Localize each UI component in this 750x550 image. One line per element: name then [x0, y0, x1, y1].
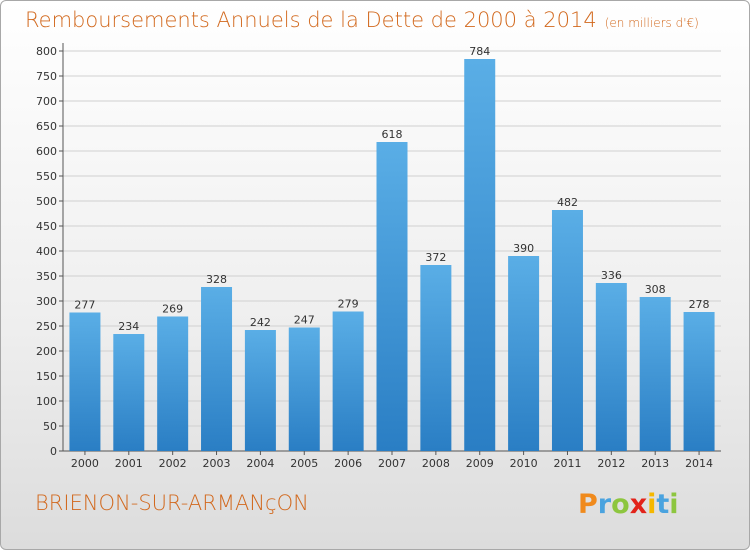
y-tick-label: 550: [36, 170, 57, 183]
value-label-2011: 482: [557, 196, 578, 209]
value-label-2008: 372: [425, 251, 446, 264]
x-tick-label-2001: 2001: [115, 457, 143, 470]
value-label-2003: 328: [206, 273, 227, 286]
city-name: BRIENON-SUR-ARMANçON: [35, 491, 309, 515]
chart-unit-note: (en milliers d'€): [604, 16, 699, 30]
x-tick-label-2002: 2002: [159, 457, 187, 470]
x-tick-label-2007: 2007: [378, 457, 406, 470]
y-tick-label: 250: [36, 320, 57, 333]
y-tick-label: 650: [36, 120, 57, 133]
bar-2014: [683, 312, 715, 451]
x-tick-label-2013: 2013: [641, 457, 669, 470]
x-tick-label-2014: 2014: [685, 457, 713, 470]
y-tick-label: 350: [36, 270, 57, 283]
x-tick-label-2010: 2010: [510, 457, 538, 470]
y-tick-label: 500: [36, 195, 57, 208]
y-tick-label: 700: [36, 95, 57, 108]
value-label-2009: 784: [469, 45, 490, 58]
value-label-2012: 336: [601, 269, 622, 282]
y-tick-label: 800: [36, 45, 57, 58]
x-tick-label-2000: 2000: [71, 457, 99, 470]
value-label-2004: 242: [250, 316, 271, 329]
x-tick-label-2008: 2008: [422, 457, 450, 470]
x-tick-label-2006: 2006: [334, 457, 362, 470]
value-label-2013: 308: [645, 283, 666, 296]
value-label-2007: 618: [382, 128, 403, 141]
value-labels: 277 234 269 328 242 247 279 618 372 784 390 482 336 3…: [74, 45, 709, 333]
x-tick-label-2012: 2012: [597, 457, 625, 470]
bar-2002: [157, 316, 189, 451]
bar-2007: [376, 142, 408, 451]
x-tick-label-2005: 2005: [290, 457, 318, 470]
value-label-2010: 390: [513, 242, 534, 255]
y-tick-label: 300: [36, 295, 57, 308]
value-label-2006: 279: [338, 298, 359, 311]
y-tick-label: 150: [36, 370, 57, 383]
bar-2003: [201, 287, 233, 451]
y-tick-label: 100: [36, 395, 57, 408]
y-tick-label: 50: [43, 420, 57, 433]
y-tick-label: 200: [36, 345, 57, 358]
x-tick-label-2011: 2011: [553, 457, 581, 470]
y-tick-label: 600: [36, 145, 57, 158]
x-tick-label-2004: 2004: [246, 457, 274, 470]
bar-2010: [508, 256, 540, 451]
y-tick-labels: 0 50 100 150 200 250 300 350 400 450 500 550 600 650 7…: [36, 45, 63, 458]
bar-2005: [288, 327, 320, 451]
bar-2011: [551, 210, 583, 451]
value-label-2005: 247: [294, 314, 315, 327]
bar-2013: [639, 297, 671, 451]
bar-2004: [244, 330, 276, 451]
chart-title-text: Remboursements Annuels de la Dette de 20…: [25, 8, 597, 32]
value-label-2000: 277: [74, 299, 95, 312]
bar-2009: [464, 59, 496, 451]
bar-2006: [332, 311, 364, 451]
y-tick-label: 0: [50, 445, 57, 458]
bar-2008: [420, 265, 452, 451]
x-tick-label-2003: 2003: [203, 457, 231, 470]
bar-2000: [69, 312, 101, 451]
x-tick-label-2009: 2009: [466, 457, 494, 470]
value-label-2002: 269: [162, 303, 183, 316]
bar-2012: [595, 283, 627, 451]
value-label-2001: 234: [118, 320, 139, 333]
bars: [69, 59, 715, 451]
y-tick-label: 750: [36, 70, 57, 83]
y-tick-label: 400: [36, 245, 57, 258]
proxiti-logo: Proxiti: [578, 489, 679, 520]
value-label-2014: 278: [689, 298, 710, 311]
x-tick-labels: 2000 2001 2002 2003 2004 2005 2006 2007 2008 2009…: [71, 451, 713, 470]
bar-2001: [113, 334, 145, 451]
y-tick-label: 450: [36, 220, 57, 233]
chart-title: Remboursements Annuels de la Dette de 20…: [25, 8, 699, 32]
